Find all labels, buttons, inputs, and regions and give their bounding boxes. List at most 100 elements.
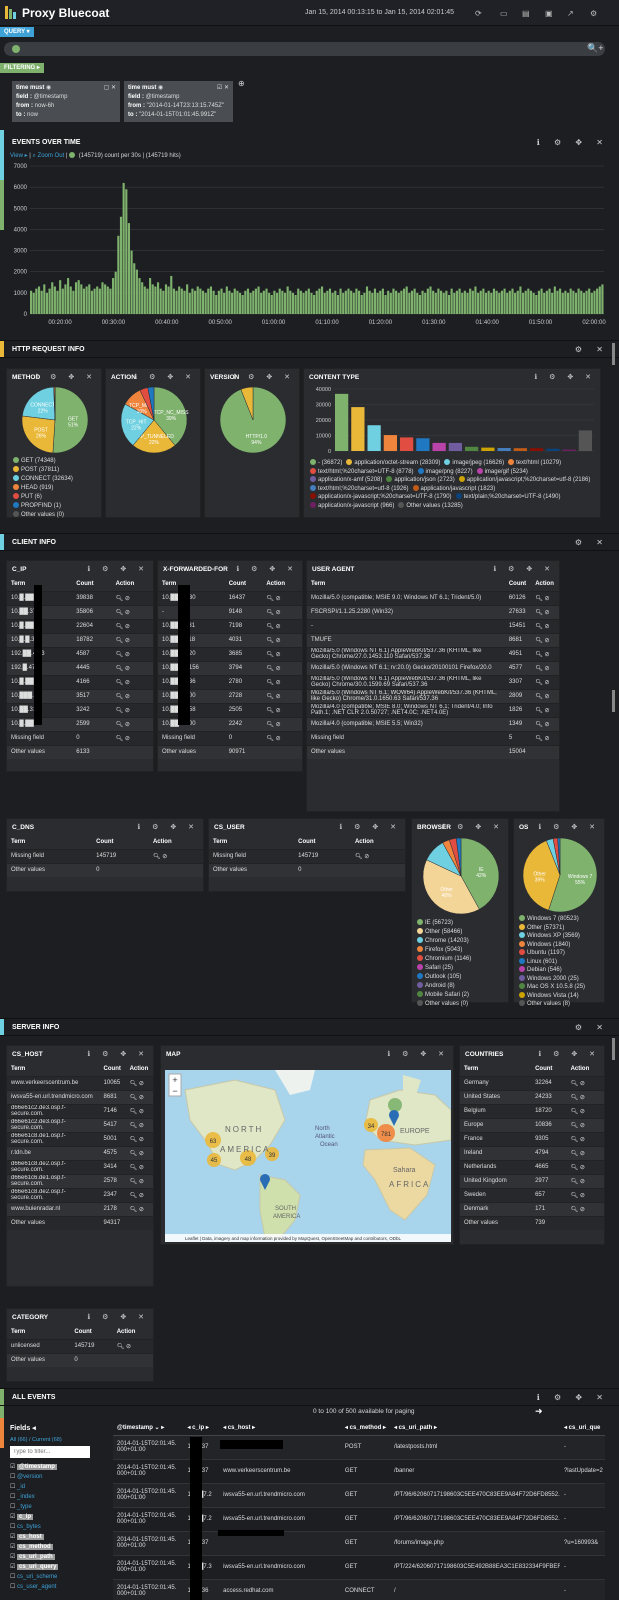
- filter-include-icon[interactable]: 🔍︎: [535, 665, 545, 672]
- map-cluster[interactable]: [388, 1098, 402, 1112]
- histogram-bar[interactable]: [85, 286, 88, 314]
- panel-controls[interactable]: ℹ ⚙ ✥ ✕: [493, 566, 555, 573]
- field-item[interactable]: ☐ _index: [10, 1492, 110, 1502]
- histogram-bar[interactable]: [410, 290, 414, 314]
- histogram-bar[interactable]: [392, 288, 395, 314]
- histogram-bar[interactable]: [167, 286, 170, 314]
- histogram-bar[interactable]: [474, 286, 477, 314]
- panel-controls[interactable]: ℹ ⚙ ✥ ✕: [134, 374, 196, 381]
- filter-exclude-icon[interactable]: ⊘: [124, 693, 130, 700]
- scroll-handle[interactable]: [612, 1038, 615, 1060]
- histogram-bar[interactable]: [545, 290, 548, 314]
- legend-item[interactable]: Windows XP (3569): [519, 932, 580, 941]
- filter-include-icon[interactable]: 🔍︎: [570, 1150, 580, 1157]
- pie-slice[interactable]: [522, 840, 561, 911]
- histogram-bar[interactable]: [487, 290, 490, 314]
- legend-item[interactable]: application/x-javascript;%20charset=UTF-…: [310, 493, 452, 502]
- field-name[interactable]: _type: [17, 1504, 32, 1510]
- filter-exclude-icon[interactable]: ⊘: [124, 665, 130, 672]
- query-color-dot[interactable]: [12, 45, 20, 53]
- histogram-bar[interactable]: [72, 290, 75, 314]
- filter-include-icon[interactable]: 🔍︎: [266, 735, 276, 742]
- histogram-bar[interactable]: [379, 290, 382, 314]
- histogram-bar[interactable]: [37, 286, 41, 314]
- field-item[interactable]: ☐ _id: [10, 1482, 110, 1492]
- panel-controls[interactable]: ℹ ⚙ ✥ ✕: [87, 1051, 149, 1058]
- histogram-bar[interactable]: [543, 292, 546, 314]
- histogram-bar[interactable]: [67, 278, 70, 314]
- legend-item[interactable]: Other values (0): [13, 511, 64, 520]
- histogram-bar[interactable]: [69, 286, 72, 314]
- histogram-bar[interactable]: [585, 290, 588, 314]
- histogram-bar[interactable]: [231, 292, 234, 314]
- histogram-bar[interactable]: [455, 290, 459, 314]
- histogram-bar[interactable]: [429, 286, 432, 314]
- field-checkbox[interactable]: ☐: [10, 1524, 18, 1530]
- histogram-bar[interactable]: [416, 292, 419, 314]
- histogram-bar[interactable]: [201, 290, 205, 314]
- filter-include-icon[interactable]: 🔍︎: [266, 609, 276, 616]
- filter-exclude-icon[interactable]: ⊘: [275, 721, 281, 728]
- map-cluster[interactable]: [205, 1132, 221, 1148]
- histogram-bar[interactable]: [98, 288, 101, 314]
- histogram-bar[interactable]: [408, 292, 411, 314]
- field-name[interactable]: cs_uri_scheme: [17, 1574, 58, 1580]
- pie-slice[interactable]: [120, 403, 155, 446]
- filter-exclude-icon[interactable]: ⊘: [138, 1206, 144, 1213]
- histogram-bar[interactable]: [268, 292, 271, 314]
- legend-item[interactable]: application/x-javascript (966): [310, 501, 394, 511]
- field-item[interactable]: ☐ cs_user_agent: [10, 1582, 110, 1592]
- filter-exclude-icon[interactable]: ⊘: [124, 679, 130, 686]
- field-name[interactable]: cs_bytes: [17, 1524, 41, 1530]
- field-item[interactable]: ☑ cs_uri_path: [10, 1552, 110, 1562]
- filter-exclude-icon[interactable]: ⊘: [579, 1094, 585, 1101]
- histogram-bar[interactable]: [564, 290, 567, 314]
- pie-slice[interactable]: [52, 386, 89, 454]
- column-header[interactable]: ◂ cs_uri_que: [559, 1421, 605, 1436]
- histogram-bar[interactable]: [482, 288, 485, 314]
- histogram-bar[interactable]: [540, 288, 543, 314]
- map-cluster[interactable]: [240, 1150, 256, 1166]
- histogram-bar[interactable]: [479, 290, 482, 314]
- filter-exclude-icon[interactable]: ⊘: [544, 693, 550, 700]
- histogram-bar[interactable]: [360, 294, 363, 314]
- open-folder-icon[interactable]: ▤: [522, 9, 530, 18]
- legend-item[interactable]: application/json (2723): [386, 476, 455, 485]
- histogram-bar[interactable]: [122, 182, 125, 314]
- map-cluster[interactable]: [364, 1118, 378, 1132]
- field-name[interactable]: c_ip: [17, 1514, 34, 1520]
- field-item[interactable]: ☐ @version: [10, 1472, 110, 1482]
- histogram-bar[interactable]: [421, 290, 424, 314]
- legend-item[interactable]: Safari (25): [417, 964, 453, 973]
- filter-include-icon[interactable]: 🔍︎: [570, 1164, 580, 1171]
- histogram-bar[interactable]: [162, 290, 165, 314]
- filter-include-icon[interactable]: 🔍︎: [116, 1343, 127, 1350]
- query-toggle-button[interactable]: QUERY ▾: [0, 27, 34, 37]
- histogram-bar[interactable]: [440, 290, 443, 314]
- histogram-bar[interactable]: [223, 292, 226, 314]
- filter-exclude-icon[interactable]: ⊘: [138, 1136, 144, 1143]
- histogram-bar[interactable]: [590, 292, 593, 314]
- filter-exclude-icon[interactable]: ⊘: [124, 651, 130, 658]
- column-header[interactable]: ◂ cs_host ▸: [219, 1421, 341, 1436]
- histogram-bar[interactable]: [191, 288, 194, 314]
- histogram-bar[interactable]: [405, 286, 408, 314]
- zoom-out-icon[interactable]: ⌕: [32, 153, 36, 159]
- field-item[interactable]: ☑ c_ip: [10, 1512, 110, 1522]
- panel-controls[interactable]: ℹ ⚙ ✥ ✕: [35, 374, 97, 381]
- field-item[interactable]: ☑ cs_uri_query: [10, 1562, 110, 1572]
- legend-item[interactable]: PROPFIND (1): [13, 502, 61, 511]
- legend-item[interactable]: GET (74348): [13, 457, 56, 466]
- content-type-bar-chart[interactable]: 40000 30000 20000 10000 0: [308, 385, 598, 457]
- filter-exclude-icon[interactable]: ⊘: [544, 721, 550, 728]
- histogram-bar[interactable]: [381, 288, 384, 314]
- filter-include-icon[interactable]: 🔍︎: [115, 623, 125, 630]
- histogram-bar[interactable]: [294, 294, 297, 314]
- histogram-bar[interactable]: [194, 290, 197, 314]
- collapse-icon[interactable]: ◂: [32, 1425, 36, 1432]
- histogram-bar[interactable]: [238, 292, 242, 314]
- pie-slice[interactable]: [153, 386, 188, 446]
- filter-exclude-icon[interactable]: ⊘: [126, 1343, 132, 1350]
- histogram-bar[interactable]: [484, 292, 488, 314]
- legend-item[interactable]: text/html;%20charset=UTF-8 (8778): [310, 467, 414, 477]
